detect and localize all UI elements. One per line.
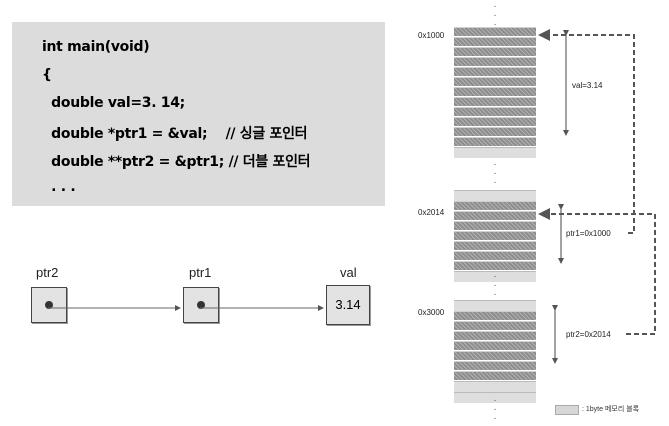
code-line: . . . [42,179,76,195]
ellipsis-vertical: · · · [493,271,497,300]
address-3: 0x3000 [418,308,445,317]
dashed-link-ptr2-to-ptr1 [538,208,656,335]
code-line: double val=3. 14; [42,95,185,111]
memory-block-val [454,27,536,158]
code-line: int main(void) [42,39,150,55]
ptr2-memory-label: ptr2=0x2014 [566,330,611,339]
address-1: 0x1000 [418,31,445,40]
ptr2-label: ptr2 [36,265,59,280]
address-2: 0x2014 [418,208,445,217]
code-panel: int main(void) { double val=3. 14; doubl… [12,22,385,206]
val-box: 3.14 [326,285,370,325]
ellipsis-vertical: · · · [493,395,497,424]
pointer-dot [197,301,205,309]
memory-block-ptr1 [454,190,536,282]
dashed-link-ptr1-to-val [538,29,635,234]
legend-swatch [555,405,579,415]
memory-block-ptr2 [454,300,536,403]
code-line: double *ptr1 = &val; // 싱글 포인터 [42,126,308,142]
ptr2-box [31,287,67,323]
legend-text: : 1byte 메모리 블록 [582,406,640,413]
ptr1-memory-label: ptr1=0x1000 [566,229,611,238]
ptr1-label: ptr1 [189,265,212,280]
code-line: double **ptr2 = &ptr1; // 더블 포인터 [42,154,311,170]
ellipsis-vertical: · · · [493,159,497,188]
code-line: { [42,67,52,83]
ellipsis-vertical: · · · [493,1,497,30]
val-label: val [340,265,357,280]
ptr1-box [183,287,219,323]
val-memory-label: val=3.14 [572,81,603,90]
pointer-dot [45,301,53,309]
